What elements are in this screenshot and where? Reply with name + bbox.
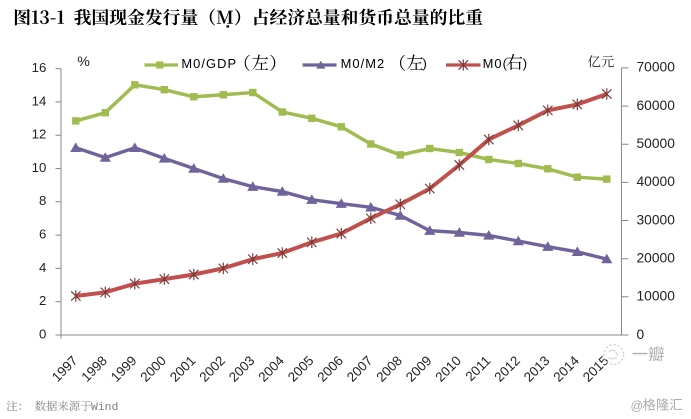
svg-text:30000: 30000 xyxy=(637,212,676,227)
svg-text:@: @ xyxy=(631,399,644,413)
svg-text:12: 12 xyxy=(32,127,47,142)
svg-text:70000: 70000 xyxy=(637,60,676,75)
svg-text:20000: 20000 xyxy=(637,251,676,266)
svg-text:Wind: Wind xyxy=(91,402,118,414)
svg-text:10000: 10000 xyxy=(637,289,676,304)
svg-text:): ) xyxy=(523,56,528,71)
svg-text:50000: 50000 xyxy=(637,136,676,151)
svg-text:2: 2 xyxy=(39,293,46,308)
svg-text:14: 14 xyxy=(32,93,47,108)
svg-text:M0(: M0( xyxy=(483,56,508,71)
svg-text:): ) xyxy=(423,56,428,71)
svg-text:M0/M2: M0/M2 xyxy=(341,56,386,71)
svg-text:%: % xyxy=(77,54,90,70)
svg-text:M0/GDP: M0/GDP xyxy=(181,56,237,71)
svg-text:6: 6 xyxy=(39,227,46,242)
svg-text:0: 0 xyxy=(39,326,46,341)
svg-text:16: 16 xyxy=(32,60,47,75)
svg-text:60000: 60000 xyxy=(637,98,676,113)
svg-text:4: 4 xyxy=(39,260,46,275)
svg-text:40000: 40000 xyxy=(637,174,676,189)
svg-text:0: 0 xyxy=(637,327,645,342)
svg-text:10: 10 xyxy=(32,160,47,175)
svg-text:8: 8 xyxy=(39,193,46,208)
